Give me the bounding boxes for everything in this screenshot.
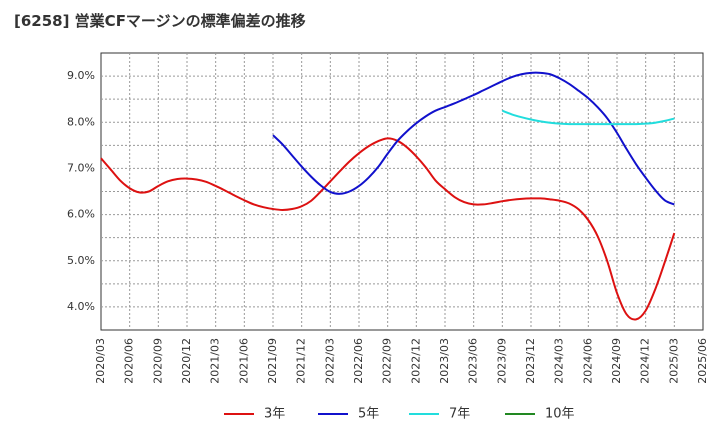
x-tick-label: 2025/03: [667, 338, 680, 384]
x-tick-label: 2021/03: [209, 338, 222, 384]
x-tick-label: 2021/09: [266, 338, 279, 384]
legend-label-2: 5年: [358, 407, 379, 422]
legend-label-1: 3年: [264, 407, 285, 422]
y-tick-label: 9.0%: [67, 69, 95, 82]
x-tick-label: 2024/03: [553, 338, 566, 384]
x-tick-label: 2023/06: [467, 338, 480, 384]
legend-label-4: 10年: [545, 407, 575, 422]
x-tick-label: 2023/12: [524, 338, 537, 384]
series-line-1: [100, 137, 676, 321]
x-tick-label: 2024/09: [610, 338, 623, 384]
y-tick-label: 8.0%: [67, 115, 95, 128]
x-tick-label: 2022/09: [381, 338, 394, 384]
x-tick-label: 2023/09: [495, 338, 508, 384]
x-tick-label: 2020/12: [180, 338, 193, 384]
series-line-2: [272, 71, 675, 206]
x-tick-label: 2024/06: [581, 338, 594, 384]
x-tick-label: 2020/06: [123, 338, 136, 384]
chart-title: [6258] 営業CFマージンの標準偏差の推移: [14, 12, 306, 30]
legend-label-3: 7年: [449, 407, 470, 422]
y-tick-label: 6.0%: [67, 208, 95, 221]
x-tick-label: 2024/12: [639, 338, 652, 384]
x-tick-label: 2023/03: [438, 338, 451, 384]
y-tick-label: 5.0%: [67, 254, 95, 267]
y-tick-label: 4.0%: [67, 300, 95, 313]
x-tick-label: 2021/12: [295, 338, 308, 384]
y-tick-label: 7.0%: [67, 161, 95, 174]
x-tick-label: 2022/06: [352, 338, 365, 384]
x-tick-label: 2022/12: [409, 338, 422, 384]
x-tick-label: 2020/09: [151, 338, 164, 384]
x-tick-label: 2022/03: [323, 338, 336, 384]
x-tick-label: 2025/06: [696, 338, 709, 384]
x-tick-label: 2020/03: [94, 338, 107, 384]
x-tick-label: 2021/06: [237, 338, 250, 384]
series-line-3: [501, 109, 675, 126]
